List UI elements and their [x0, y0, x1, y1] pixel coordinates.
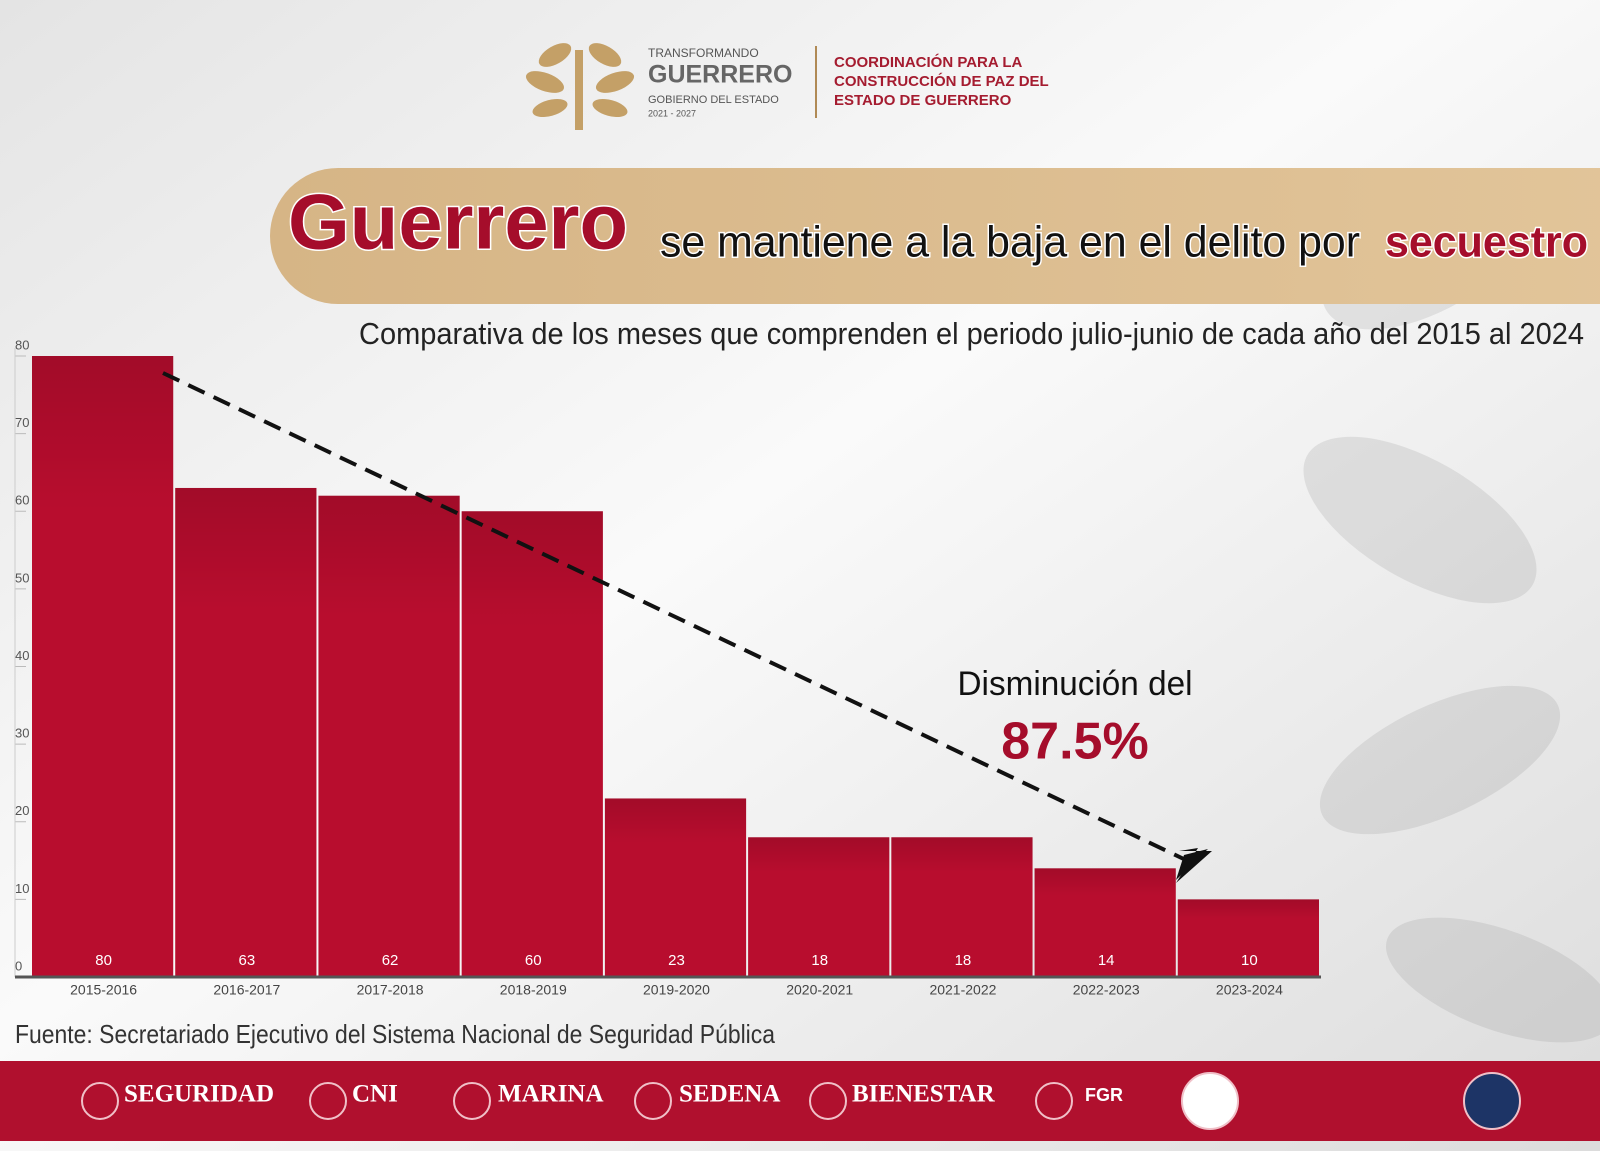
- arrow-head: [1176, 849, 1208, 880]
- footer-emblems: [81, 1072, 1521, 1130]
- org-text: CONSTRUCCIÓN DE PAZ DEL: [834, 72, 1049, 90]
- y-tick-label: 10: [15, 881, 29, 896]
- footer-logo: MARINA: [498, 1081, 604, 1108]
- value-label: 63: [238, 952, 255, 969]
- footer-logo: CNI: [352, 1081, 398, 1108]
- y-tick-label: 20: [15, 803, 29, 818]
- chart-title: Guerrero: [288, 178, 628, 266]
- footer-band: [0, 1061, 1600, 1141]
- x-tick-label: 2015-2016: [70, 982, 137, 998]
- trend-arrow: [162, 371, 1191, 864]
- logo-text: 2021 - 2027: [648, 108, 696, 118]
- plot: 0 10 20 30 40 50 60 70 80 80 2015-2016 63 2016-2017 6…: [14, 337, 1321, 998]
- y-tick-label: 40: [15, 648, 29, 663]
- bar-shade: [891, 837, 1033, 977]
- y-tick-label: 30: [15, 726, 29, 741]
- footer-logo: BIENESTAR: [852, 1081, 996, 1108]
- logo-text: TRANSFORMANDO: [648, 46, 759, 60]
- bar-shade: [461, 511, 603, 977]
- bar-shade: [32, 356, 174, 977]
- annotation-value: 87.5%: [1001, 713, 1148, 771]
- value-label: 23: [668, 952, 685, 969]
- y-tick-label: 80: [15, 337, 29, 352]
- y-tick-label: 70: [15, 415, 29, 430]
- value-label: 60: [525, 952, 542, 969]
- logo-text: GOBIERNO DEL ESTADO: [648, 94, 779, 106]
- footer-logo: SEGURIDAD: [124, 1081, 274, 1108]
- value-label: 14: [1098, 952, 1115, 969]
- x-tick-label: 2019-2020: [643, 982, 710, 998]
- arrow-head: [1176, 848, 1212, 883]
- y-tick-label: 50: [15, 570, 29, 585]
- x-tick-label: 2022-2023: [1073, 982, 1140, 998]
- title-band: [270, 168, 1600, 304]
- value-label: 80: [95, 952, 112, 969]
- x-tick-label: 2021-2022: [929, 982, 996, 998]
- org-text: COORDINACIÓN PARA LA: [834, 53, 1022, 71]
- logo: TRANSFORMANDO GUERRERO GOBIERNO DEL ESTA…: [525, 43, 1049, 130]
- org-text: ESTADO DE GUERRERO: [834, 92, 1012, 109]
- value-label: 18: [955, 952, 972, 969]
- bar-shade: [1034, 868, 1176, 977]
- value-label: 62: [382, 952, 399, 969]
- chart-title: secuestro: [1385, 218, 1588, 267]
- x-tick-label: 2023-2024: [1216, 982, 1283, 998]
- footer-logo: FGR: [1085, 1085, 1123, 1105]
- annotation: Disminución del: [958, 665, 1193, 703]
- source: Fuente: Secretariado Ejecutivo del Siste…: [15, 1019, 775, 1049]
- chart-subtitle: Comparativa de los meses que comprenden …: [359, 316, 1584, 351]
- bar-shade: [748, 837, 890, 977]
- y-tick-label: 60: [15, 493, 29, 508]
- y-tick-label: 0: [15, 958, 22, 973]
- x-tick-label: 2020-2021: [786, 982, 853, 998]
- logo-text: GUERRERO: [648, 61, 792, 89]
- chart-title: se mantiene a la baja en el delito por: [660, 218, 1360, 267]
- value-label: 18: [811, 952, 828, 969]
- x-tick-label: 2017-2018: [357, 982, 424, 998]
- bar-shade: [175, 487, 317, 977]
- x-tick-label: 2016-2017: [213, 982, 280, 998]
- x-tick-label: 2018-2019: [500, 982, 567, 998]
- bar-shade: [1177, 899, 1319, 977]
- bar-shade: [604, 798, 747, 977]
- bar-shade: [318, 495, 460, 977]
- footer-logo: SEDENA: [679, 1081, 780, 1108]
- value-label: 10: [1241, 952, 1258, 969]
